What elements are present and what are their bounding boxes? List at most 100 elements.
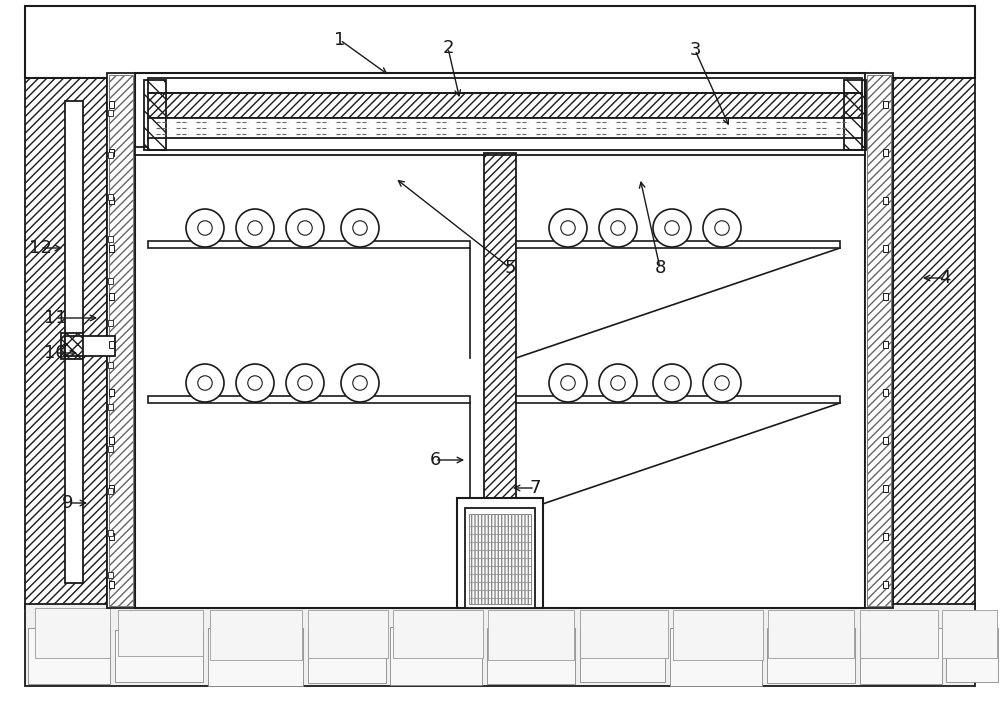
Bar <box>108 404 113 410</box>
Bar <box>487 628 575 684</box>
Bar <box>115 630 203 682</box>
Bar <box>109 245 114 252</box>
Bar <box>893 73 975 608</box>
Bar <box>465 508 535 608</box>
Bar <box>108 278 113 284</box>
Bar <box>108 446 113 452</box>
Circle shape <box>341 364 379 402</box>
Bar <box>208 628 303 686</box>
Bar <box>109 101 114 108</box>
Bar <box>108 110 113 116</box>
Bar <box>25 73 107 608</box>
Bar <box>883 341 888 348</box>
Circle shape <box>715 376 729 390</box>
Bar <box>883 293 888 300</box>
Bar <box>109 75 133 606</box>
Bar <box>148 93 862 118</box>
Bar <box>109 389 114 396</box>
Bar <box>860 610 938 658</box>
Bar <box>65 336 115 356</box>
Bar <box>108 572 113 578</box>
Bar <box>25 604 975 686</box>
Bar <box>883 485 888 492</box>
Text: 12: 12 <box>29 239 51 257</box>
Circle shape <box>653 209 691 247</box>
Circle shape <box>703 209 741 247</box>
Circle shape <box>653 364 691 402</box>
Bar <box>946 628 998 682</box>
Bar <box>488 610 574 660</box>
Bar <box>35 608 110 658</box>
Bar <box>942 610 997 658</box>
Circle shape <box>703 364 741 402</box>
Bar <box>109 533 114 540</box>
Circle shape <box>286 209 324 247</box>
Bar <box>135 73 865 608</box>
Text: 2: 2 <box>442 39 454 57</box>
Bar <box>108 194 113 200</box>
Bar <box>148 396 470 403</box>
Bar <box>844 80 866 150</box>
Bar <box>61 333 83 359</box>
Bar <box>109 341 114 348</box>
Circle shape <box>561 376 575 390</box>
Bar <box>108 488 113 494</box>
Bar <box>108 530 113 536</box>
Bar <box>516 241 840 248</box>
Circle shape <box>248 221 262 235</box>
Circle shape <box>353 221 367 235</box>
Circle shape <box>286 364 324 402</box>
Bar <box>148 241 470 248</box>
Bar <box>65 101 83 583</box>
Text: 10: 10 <box>44 344 66 362</box>
Bar <box>108 152 113 158</box>
Bar <box>883 581 888 588</box>
Text: 11: 11 <box>44 309 66 327</box>
Bar <box>308 610 388 658</box>
Circle shape <box>665 376 679 390</box>
Circle shape <box>248 376 262 390</box>
Bar <box>108 320 113 326</box>
Bar <box>148 138 862 150</box>
Circle shape <box>561 221 575 235</box>
Circle shape <box>599 364 637 402</box>
Circle shape <box>198 221 212 235</box>
Bar <box>673 610 763 660</box>
Bar <box>109 197 114 204</box>
Bar <box>390 627 482 685</box>
Bar <box>516 396 840 403</box>
Circle shape <box>198 376 212 390</box>
Text: 8: 8 <box>654 259 666 277</box>
Text: 4: 4 <box>939 269 951 287</box>
Bar <box>109 293 114 300</box>
Bar <box>484 153 516 608</box>
Circle shape <box>298 221 312 235</box>
Bar <box>580 610 668 658</box>
Bar <box>469 514 531 604</box>
Bar <box>118 610 203 656</box>
Bar <box>860 628 942 684</box>
Circle shape <box>298 376 312 390</box>
Bar <box>867 75 891 606</box>
Text: 5: 5 <box>504 259 516 277</box>
Bar <box>883 197 888 204</box>
Bar <box>109 149 114 156</box>
Circle shape <box>611 376 625 390</box>
Circle shape <box>353 376 367 390</box>
Circle shape <box>341 209 379 247</box>
Bar <box>865 73 893 608</box>
Bar <box>107 73 135 608</box>
Bar <box>768 610 854 658</box>
Circle shape <box>611 221 625 235</box>
Bar <box>109 581 114 588</box>
Text: 1: 1 <box>334 31 346 49</box>
Text: 6: 6 <box>429 451 441 469</box>
Bar <box>108 362 113 368</box>
Circle shape <box>236 364 274 402</box>
Circle shape <box>665 221 679 235</box>
Bar <box>144 80 166 150</box>
Bar <box>883 389 888 396</box>
Circle shape <box>549 209 587 247</box>
Text: 3: 3 <box>689 41 701 59</box>
Bar <box>883 245 888 252</box>
